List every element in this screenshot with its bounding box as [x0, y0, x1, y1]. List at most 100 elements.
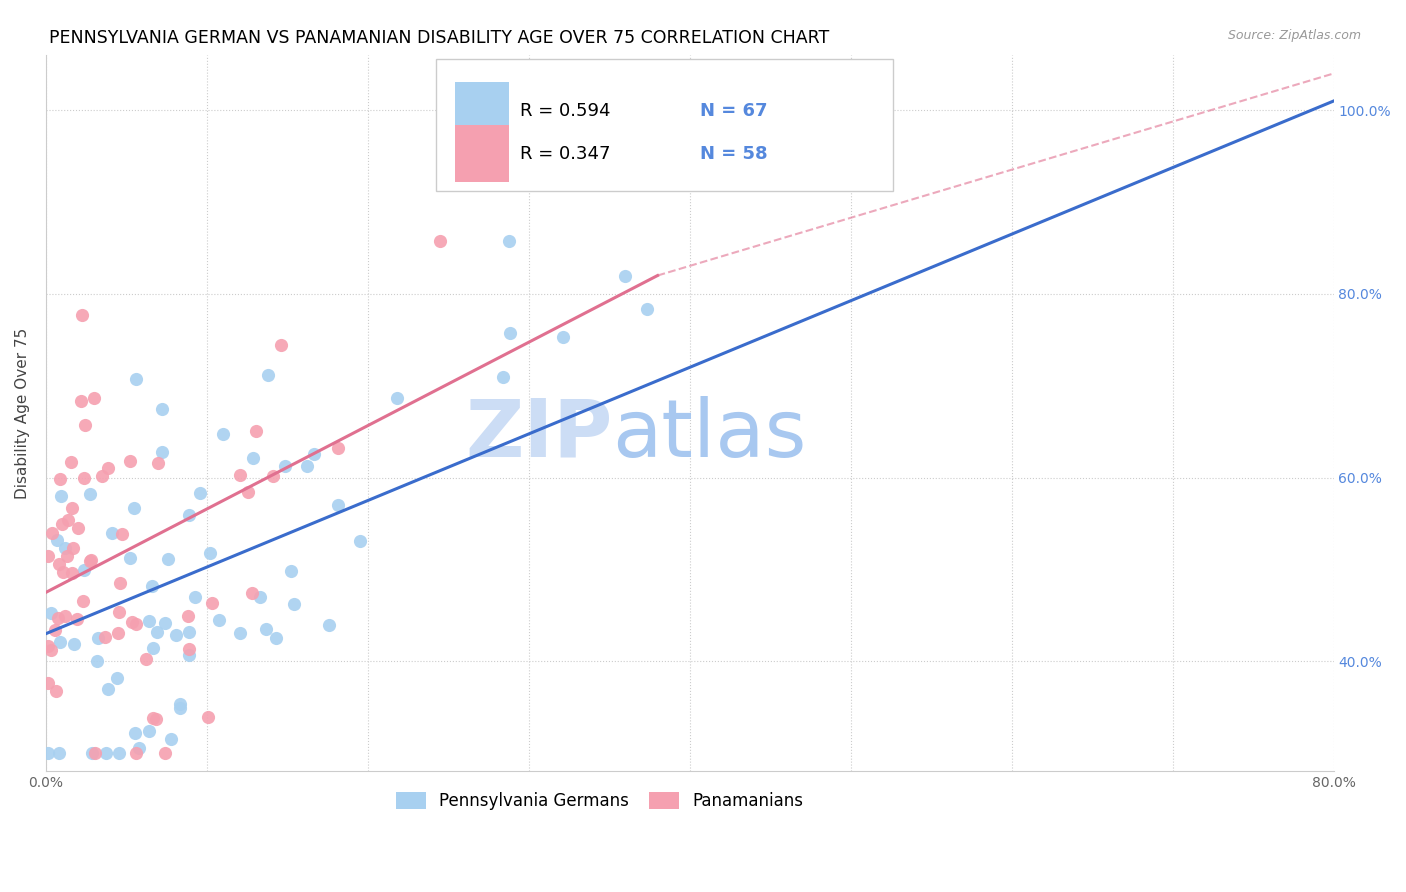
Point	[177, 642, 200, 657]
Point	[349, 533, 371, 548]
Point	[169, 698, 191, 712]
Point	[84, 746, 107, 760]
Point	[201, 596, 224, 610]
Point	[429, 234, 451, 248]
Point	[39, 606, 62, 620]
Text: Source: ZipAtlas.com: Source: ZipAtlas.com	[1227, 29, 1361, 42]
Point	[62, 637, 84, 651]
Point	[48, 746, 70, 760]
Point	[318, 618, 340, 632]
Point	[60, 455, 83, 469]
Point	[177, 624, 200, 639]
Point	[120, 550, 142, 565]
Point	[62, 541, 84, 556]
Point	[60, 500, 83, 515]
Point	[41, 526, 63, 541]
FancyBboxPatch shape	[456, 126, 509, 182]
Point	[124, 726, 146, 740]
Point	[229, 626, 252, 640]
Point	[242, 451, 264, 466]
Point	[121, 615, 143, 630]
Point	[58, 513, 80, 527]
Point	[273, 459, 295, 474]
Point	[82, 746, 104, 760]
Text: atlas: atlas	[613, 396, 807, 474]
Point	[150, 402, 173, 417]
Point	[153, 746, 176, 760]
Point	[169, 700, 191, 714]
Point	[53, 608, 76, 623]
Text: N = 67: N = 67	[700, 102, 768, 120]
Point	[51, 516, 73, 531]
Point	[120, 454, 142, 468]
Point	[146, 625, 169, 640]
Point	[152, 445, 174, 459]
Point	[66, 612, 89, 626]
Point	[254, 623, 277, 637]
Point	[165, 628, 187, 642]
Point	[37, 746, 59, 760]
Point	[111, 527, 134, 541]
Point	[70, 308, 93, 322]
Point	[107, 626, 129, 640]
Point	[100, 526, 122, 541]
Point	[44, 623, 66, 637]
Point	[73, 471, 96, 485]
Point	[208, 613, 231, 627]
Point	[125, 371, 148, 385]
Point	[135, 652, 157, 666]
Point	[176, 609, 198, 624]
Point	[295, 459, 318, 474]
Text: PENNSYLVANIA GERMAN VS PANAMANIAN DISABILITY AGE OVER 75 CORRELATION CHART: PENNSYLVANIA GERMAN VS PANAMANIAN DISABI…	[49, 29, 830, 46]
Point	[387, 392, 409, 406]
Point	[245, 424, 267, 438]
Point	[772, 94, 794, 108]
Point	[73, 563, 96, 577]
Point	[48, 557, 70, 571]
Point	[153, 616, 176, 631]
Point	[83, 391, 105, 405]
Point	[188, 486, 211, 500]
Point	[87, 632, 110, 646]
Point	[236, 484, 259, 499]
Point	[156, 551, 179, 566]
Point	[614, 269, 637, 284]
Point	[256, 368, 278, 382]
Point	[96, 746, 118, 760]
Text: R = 0.594: R = 0.594	[520, 102, 610, 120]
Point	[283, 597, 305, 611]
Point	[498, 234, 520, 248]
Legend: Pennsylvania Germans, Panamanians: Pennsylvania Germans, Panamanians	[389, 785, 810, 817]
Point	[110, 575, 132, 590]
Point	[551, 330, 574, 344]
Point	[91, 469, 114, 483]
Point	[240, 586, 263, 600]
Point	[141, 579, 163, 593]
Point	[229, 468, 252, 483]
Point	[108, 606, 131, 620]
Point	[37, 639, 59, 653]
Point	[682, 94, 704, 108]
FancyBboxPatch shape	[436, 59, 893, 191]
Point	[138, 615, 160, 629]
Point	[499, 326, 522, 341]
Point	[37, 676, 59, 690]
Point	[39, 643, 62, 657]
Point	[45, 533, 67, 547]
Point	[94, 631, 117, 645]
Point	[53, 541, 76, 556]
Point	[46, 611, 69, 625]
Point	[49, 472, 72, 486]
Point	[198, 546, 221, 560]
Point	[128, 741, 150, 756]
Point	[492, 370, 515, 384]
Point	[122, 501, 145, 516]
Y-axis label: Disability Age Over 75: Disability Age Over 75	[15, 327, 30, 499]
Point	[107, 746, 129, 760]
Point	[177, 648, 200, 663]
Point	[326, 441, 349, 455]
Point	[280, 564, 302, 578]
Point	[97, 682, 120, 697]
Text: ZIP: ZIP	[465, 396, 613, 474]
Point	[160, 731, 183, 746]
